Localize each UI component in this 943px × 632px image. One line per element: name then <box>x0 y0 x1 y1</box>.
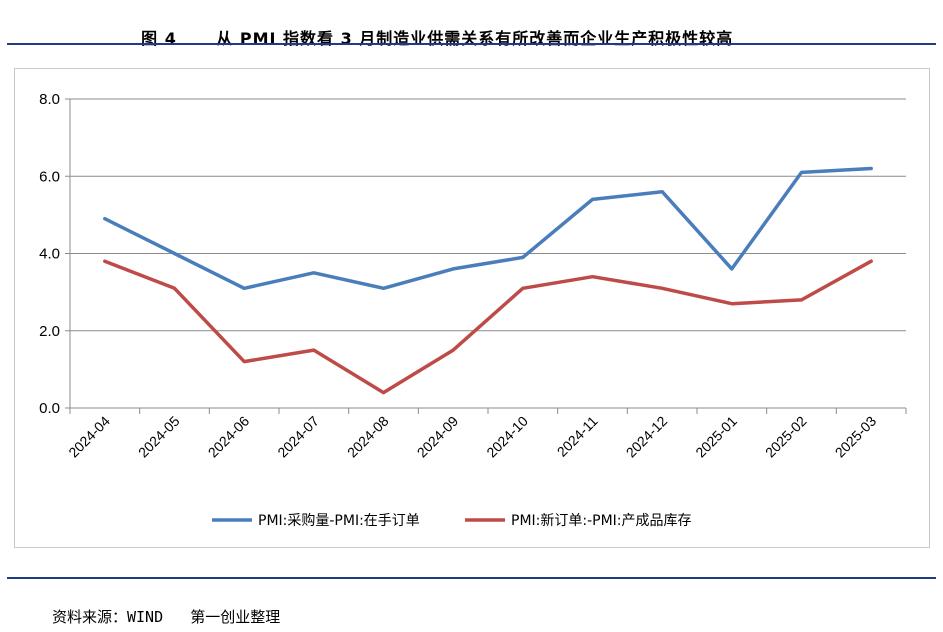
series-line-2 <box>103 259 873 395</box>
source-note: 资料来源：WIND 第一创业整理 <box>52 608 281 626</box>
x-tick-label: 2025-01 <box>692 413 740 461</box>
legend-label-2: PMI:新订单:-PMI:产成品库存 <box>511 513 692 529</box>
top-rule <box>7 43 936 45</box>
x-tick-label: 2024-10 <box>483 413 531 461</box>
bottom-rule <box>7 577 936 579</box>
x-tick-label: 2024-05 <box>135 413 183 461</box>
legend: PMI:采购量-PMI:在手订单 PMI:新订单:-PMI:产成品库存 <box>212 513 692 529</box>
x-tick-label: 2024-12 <box>623 413 671 461</box>
x-tick-label: 2024-09 <box>414 413 462 461</box>
x-tick-label: 2024-08 <box>344 413 392 461</box>
y-tick-label: 8.0 <box>39 91 60 108</box>
x-tick-label: 2024-07 <box>274 413 322 461</box>
legend-label-1: PMI:采购量-PMI:在手订单 <box>258 513 420 529</box>
y-axis: 0.0 2.0 4.0 6.0 8.0 <box>39 91 71 417</box>
x-tick-label: 2024-11 <box>554 413 601 460</box>
y-tick-label: 4.0 <box>39 246 60 263</box>
x-tick-label: 2025-03 <box>832 413 880 461</box>
grid-lines <box>70 98 906 332</box>
x-axis: 2024-04 2024-05 2024-06 2024-07 2024-08 2024-… <box>65 407 907 461</box>
series-line-1 <box>103 166 873 291</box>
x-tick-label: 2025-02 <box>762 413 810 461</box>
chart-frame <box>14 68 930 548</box>
x-tick-label: 2024-04 <box>65 413 113 461</box>
y-tick-label: 0.0 <box>39 400 60 417</box>
y-tick-label: 2.0 <box>39 323 60 340</box>
x-tick-label: 2024-06 <box>205 413 253 461</box>
series-lines <box>103 166 873 395</box>
y-tick-label: 6.0 <box>39 168 60 185</box>
